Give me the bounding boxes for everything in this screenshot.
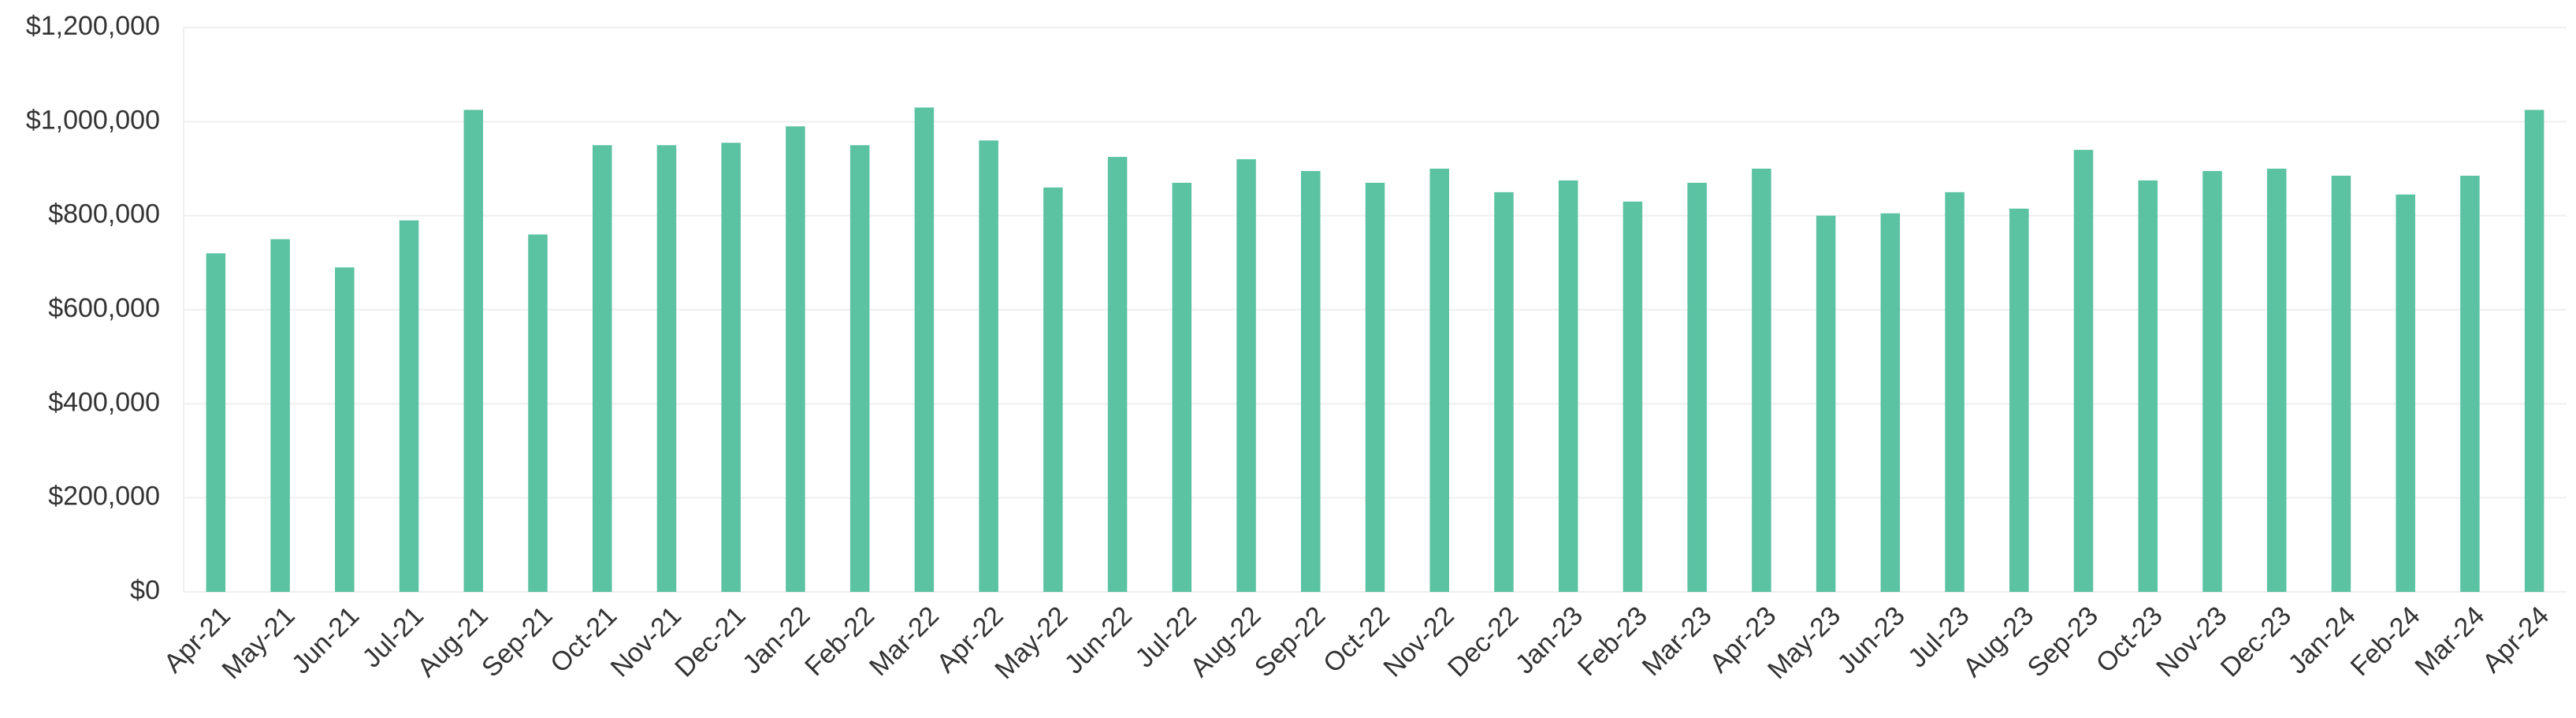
y-tick-label: $200,000 xyxy=(48,482,160,512)
x-tick-label: Sep-23 xyxy=(2022,601,2104,683)
x-tick-label: Nov-21 xyxy=(605,601,687,683)
bar xyxy=(2009,208,2029,592)
bar xyxy=(849,145,870,592)
bar xyxy=(206,253,226,592)
bar xyxy=(463,110,484,592)
x-tick-label: Mar-22 xyxy=(864,601,945,682)
x-tick-label: Jan-23 xyxy=(1510,601,1589,679)
bar xyxy=(1043,187,1063,592)
y-tick-label: $600,000 xyxy=(48,293,160,323)
x-tick-label: Mar-24 xyxy=(2409,601,2490,682)
y-tick-label: $400,000 xyxy=(48,387,160,417)
bar xyxy=(1752,169,1771,592)
bar xyxy=(786,126,805,593)
x-tick-label: Nov-23 xyxy=(2150,601,2232,683)
bar xyxy=(1816,215,1836,592)
x-tick-label: Jun-23 xyxy=(1831,601,1910,679)
x-tick-label: Jan-24 xyxy=(2283,601,2362,679)
x-tick-label: Apr-24 xyxy=(2477,601,2555,679)
bar xyxy=(1494,192,1514,593)
bar xyxy=(656,145,677,592)
x-tick-label: Aug-23 xyxy=(1957,601,2039,683)
bar xyxy=(1945,192,1965,593)
bar xyxy=(1429,169,1449,592)
x-tick-label: Feb-22 xyxy=(799,601,880,682)
bar xyxy=(721,143,741,592)
bar xyxy=(1172,182,1192,592)
x-tick-label: Sep-21 xyxy=(476,601,558,683)
bar xyxy=(2073,150,2094,593)
bar xyxy=(1301,170,1321,592)
bar xyxy=(1623,201,1643,592)
x-tick-label: Nov-22 xyxy=(1377,601,1459,683)
x-tick-label: Aug-22 xyxy=(1184,601,1266,683)
bar xyxy=(2331,175,2351,592)
x-tick-label: May-21 xyxy=(217,601,301,685)
y-tick-label: $0 xyxy=(130,575,160,605)
bar xyxy=(399,220,419,592)
x-tick-label: May-22 xyxy=(989,601,1073,685)
bar xyxy=(1365,182,1385,592)
bar xyxy=(1107,157,1128,593)
bar xyxy=(2202,170,2222,592)
bar xyxy=(1236,159,1256,593)
bar xyxy=(270,239,290,592)
y-tick-label: $1,200,000 xyxy=(26,11,160,41)
x-tick-label: Aug-21 xyxy=(411,601,493,683)
x-tick-label: Dec-23 xyxy=(2215,601,2297,683)
x-tick-label: Sep-22 xyxy=(1249,601,1331,683)
x-tick-label: Dec-21 xyxy=(669,601,751,683)
x-tick-label: Feb-24 xyxy=(2345,601,2426,682)
bar xyxy=(2524,110,2544,592)
bar xyxy=(1880,213,1901,592)
bar xyxy=(2138,180,2158,592)
x-tick-label: May-23 xyxy=(1762,601,1846,685)
bar xyxy=(914,107,935,592)
x-tick-label: Dec-22 xyxy=(1442,601,1524,683)
x-tick-label: Jun-21 xyxy=(286,601,365,679)
x-tick-label: Jun-22 xyxy=(1059,601,1138,679)
bar xyxy=(979,140,998,592)
bar xyxy=(1687,182,1707,592)
bar xyxy=(592,145,612,592)
bar xyxy=(2396,194,2415,593)
y-tick-label: $800,000 xyxy=(48,199,160,229)
bar xyxy=(528,234,548,592)
bar xyxy=(335,267,355,592)
bar xyxy=(1558,180,1578,592)
x-tick-label: Feb-23 xyxy=(1572,601,1653,682)
y-tick-label: $1,000,000 xyxy=(26,105,160,135)
bar xyxy=(2460,175,2480,592)
x-tick-label: Jan-22 xyxy=(737,601,816,679)
bar xyxy=(2266,169,2287,592)
x-tick-label: Mar-23 xyxy=(1637,601,1718,682)
